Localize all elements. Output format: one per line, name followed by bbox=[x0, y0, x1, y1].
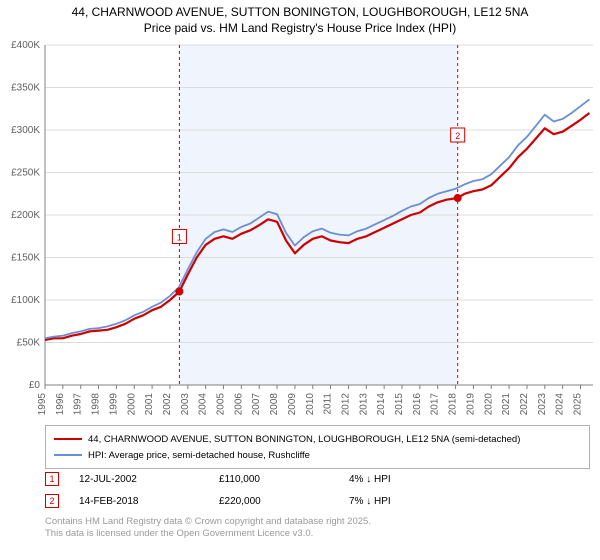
svg-text:2022: 2022 bbox=[519, 393, 530, 416]
footer-attribution: Contains HM Land Registry data © Crown c… bbox=[45, 516, 371, 541]
legend-label: HPI: Average price, semi-detached house,… bbox=[88, 450, 310, 461]
svg-text:2001: 2001 bbox=[144, 393, 155, 416]
svg-text:£200K: £200K bbox=[11, 210, 40, 221]
svg-text:2005: 2005 bbox=[216, 393, 227, 416]
svg-text:2019: 2019 bbox=[465, 393, 476, 416]
sale-delta: 4% ↓ HPI bbox=[349, 474, 590, 485]
svg-text:1995: 1995 bbox=[37, 393, 48, 416]
chart-svg: £0 £50K £100K £150K £200K £250K £300K £350K £400… bbox=[0, 40, 600, 420]
sale-price: £110,000 bbox=[219, 474, 349, 485]
title-line2: Price paid vs. HM Land Registry's House … bbox=[0, 21, 600, 37]
svg-text:2010: 2010 bbox=[305, 393, 316, 416]
legend-swatch bbox=[54, 454, 82, 456]
svg-text:2009: 2009 bbox=[287, 393, 298, 416]
legend-row: 44, CHARNWOOD AVENUE, SUTTON BONINGTON, … bbox=[54, 431, 581, 447]
svg-text:£350K: £350K bbox=[11, 83, 40, 94]
svg-text:£400K: £400K bbox=[11, 40, 40, 51]
chart-area: £0 £50K £100K £150K £200K £250K £300K £350K £400… bbox=[0, 40, 600, 420]
svg-text:2014: 2014 bbox=[376, 393, 387, 416]
sale-price: £220,000 bbox=[219, 496, 349, 507]
svg-text:2: 2 bbox=[455, 131, 460, 141]
footer-line1: Contains HM Land Registry data © Crown c… bbox=[45, 516, 371, 528]
sale-marker: 1 bbox=[45, 472, 59, 486]
svg-text:1997: 1997 bbox=[73, 393, 84, 416]
sale-date: 14-FEB-2018 bbox=[79, 496, 219, 507]
svg-text:£300K: £300K bbox=[11, 125, 40, 136]
svg-text:2012: 2012 bbox=[340, 393, 351, 416]
svg-text:1: 1 bbox=[177, 233, 182, 243]
svg-text:2007: 2007 bbox=[251, 393, 262, 416]
title-line1: 44, CHARNWOOD AVENUE, SUTTON BONINGTON, … bbox=[0, 5, 600, 21]
svg-text:£100K: £100K bbox=[11, 295, 40, 306]
legend-row: HPI: Average price, semi-detached house,… bbox=[54, 447, 581, 463]
svg-text:1996: 1996 bbox=[55, 393, 66, 416]
svg-text:2023: 2023 bbox=[537, 393, 548, 416]
svg-text:2025: 2025 bbox=[573, 393, 584, 416]
svg-text:1998: 1998 bbox=[91, 393, 102, 416]
sales-table: 1 12-JUL-2002£110,0004% ↓ HPI 2 14-FEB-2018… bbox=[45, 468, 590, 512]
svg-text:2024: 2024 bbox=[555, 393, 566, 416]
svg-text:2000: 2000 bbox=[126, 393, 137, 416]
svg-text:2004: 2004 bbox=[198, 393, 209, 416]
svg-text:2006: 2006 bbox=[233, 393, 244, 416]
sale-marker: 2 bbox=[45, 494, 59, 508]
svg-text:2015: 2015 bbox=[394, 393, 405, 416]
legend: 44, CHARNWOOD AVENUE, SUTTON BONINGTON, … bbox=[45, 425, 590, 469]
svg-text:2011: 2011 bbox=[323, 393, 334, 415]
svg-text:2008: 2008 bbox=[269, 393, 280, 416]
svg-text:2017: 2017 bbox=[430, 393, 441, 416]
svg-text:2016: 2016 bbox=[412, 393, 423, 416]
footer-line2: This data is licensed under the Open Gov… bbox=[45, 528, 371, 540]
sale-delta: 7% ↓ HPI bbox=[349, 496, 590, 507]
sale-date: 12-JUL-2002 bbox=[79, 474, 219, 485]
svg-text:2020: 2020 bbox=[483, 393, 494, 416]
svg-text:£250K: £250K bbox=[11, 168, 40, 179]
svg-text:£150K: £150K bbox=[11, 253, 40, 264]
svg-text:2013: 2013 bbox=[358, 393, 369, 416]
chart-title: 44, CHARNWOOD AVENUE, SUTTON BONINGTON, … bbox=[0, 0, 600, 36]
svg-text:2003: 2003 bbox=[180, 393, 191, 416]
svg-text:2002: 2002 bbox=[162, 393, 173, 416]
legend-swatch bbox=[54, 438, 82, 441]
svg-text:£50K: £50K bbox=[17, 338, 41, 349]
svg-text:1999: 1999 bbox=[108, 393, 119, 416]
svg-text:2021: 2021 bbox=[501, 393, 512, 416]
sale-row: 2 14-FEB-2018£220,0007% ↓ HPI bbox=[45, 490, 590, 512]
svg-text:£0: £0 bbox=[29, 380, 41, 391]
sale-row: 1 12-JUL-2002£110,0004% ↓ HPI bbox=[45, 468, 590, 490]
legend-label: 44, CHARNWOOD AVENUE, SUTTON BONINGTON, … bbox=[88, 434, 520, 445]
svg-text:2018: 2018 bbox=[448, 393, 459, 416]
